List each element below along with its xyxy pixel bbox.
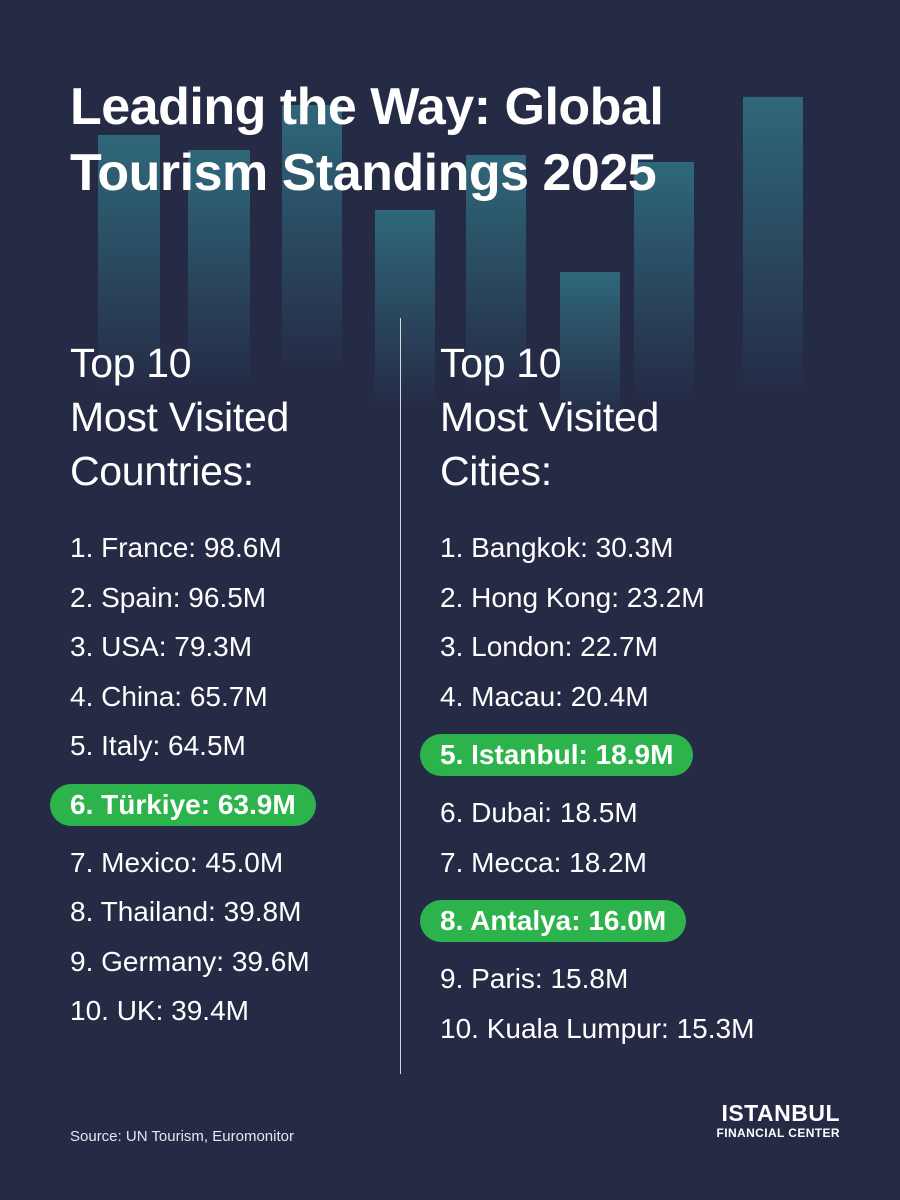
rank-item: 10. UK: 39.4M — [70, 995, 249, 1026]
heading-line: Cities: — [440, 448, 552, 494]
rank-item: 4. Macau: 20.4M — [440, 680, 649, 712]
rank-item: 3. London: 22.7M — [440, 631, 658, 662]
column-divider — [400, 318, 401, 1074]
decor-bar — [98, 135, 160, 395]
decor-bar — [282, 105, 342, 375]
countries-section: Top 10 Most Visited Countries: 1. France… — [50, 336, 390, 1043]
rank-item: 9. Germany: 39.6M — [70, 945, 310, 977]
rank-item: 2. Hong Kong: 23.2M — [440, 581, 705, 613]
cities-heading: Top 10 Most Visited Cities: — [440, 336, 880, 498]
rank-item: 7. Mexico: 45.0M — [70, 846, 284, 878]
rank-item: 6. Dubai: 18.5M — [440, 797, 638, 828]
decor-bar — [560, 272, 620, 422]
rank-item: 1. France: 98.6M — [70, 532, 282, 563]
decor-bar — [375, 210, 435, 410]
countries-list: 1. France: 98.6M 2. Spain: 96.5M 3. USA: 7… — [50, 530, 390, 1029]
page-title: Leading the Way: Global Tourism Standing… — [70, 78, 664, 202]
highlighted-rank-item: 8. Antalya: 16.0M — [420, 900, 687, 942]
heading-line: Top 10 — [440, 340, 562, 386]
decor-bar — [743, 97, 803, 397]
decor-bar — [466, 155, 526, 395]
heading-line: Most Visited — [70, 394, 289, 440]
rank-item: 3. USA: 79.3M — [70, 631, 253, 662]
rank-item: 9. Paris: 15.8M — [440, 963, 629, 994]
logo: ISTANBUL FINANCIAL CENTER — [716, 1101, 840, 1141]
rank-item: 7. Mecca: 18.2M — [440, 846, 647, 878]
rank-item: 5. Italy: 64.5M — [70, 730, 246, 761]
cities-section: Top 10 Most Visited Cities: 1. Bangkok: … — [420, 336, 880, 1060]
decor-bar — [634, 162, 694, 402]
decor-bar — [188, 150, 250, 390]
highlighted-rank-item: 6. Türkiye: 63.9M — [50, 783, 316, 826]
logo-sub-text: FINANCIAL CENTER — [716, 1126, 840, 1140]
countries-heading: Top 10 Most Visited Countries: — [70, 336, 390, 498]
heading-line: Most Visited — [440, 394, 659, 440]
heading-line: Top 10 — [70, 340, 192, 386]
rank-item: 8. Thailand: 39.8M — [70, 896, 302, 927]
logo-main-text: ISTANBUL — [721, 1100, 840, 1126]
heading-line: Countries: — [70, 448, 254, 494]
rank-item: 10. Kuala Lumpur: 15.3M — [440, 1012, 755, 1044]
rank-item: 1. Bangkok: 30.3M — [440, 532, 674, 563]
source-note: Source: UN Tourism, Euromonitor — [70, 1128, 294, 1145]
cities-list: 1. Bangkok: 30.3M 2. Hong Kong: 23.2M 3. L… — [420, 530, 880, 1047]
rank-item: 4. China: 65.7M — [70, 680, 268, 712]
rank-item: 2. Spain: 96.5M — [70, 581, 267, 613]
highlighted-rank-item: 5. Istanbul: 18.9M — [420, 734, 694, 776]
